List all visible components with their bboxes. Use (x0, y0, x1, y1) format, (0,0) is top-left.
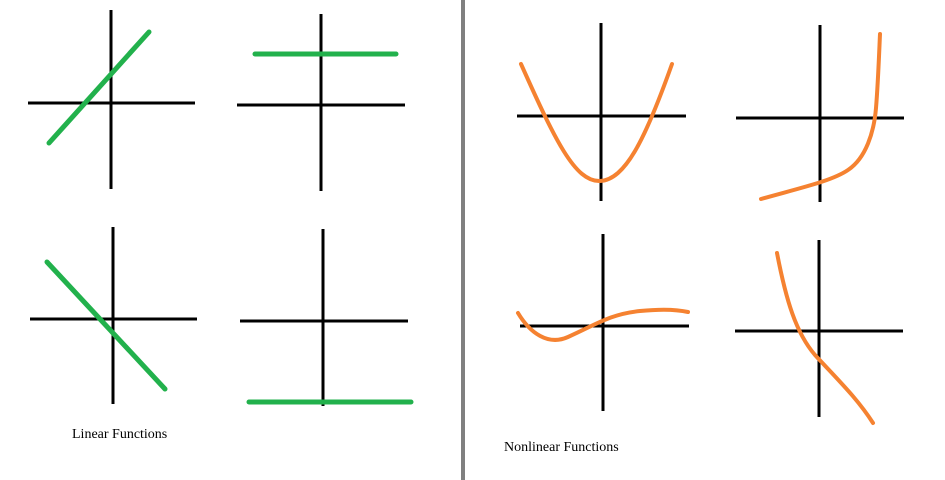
decreasing-curve (775, 251, 875, 425)
increasing-line (46, 29, 152, 146)
linear-graph-horizontal-below (240, 229, 414, 406)
decreasing-line (44, 259, 168, 392)
linear-graph-horizontal-above (237, 14, 405, 191)
exponential-curve (759, 32, 882, 201)
linear-functions-caption: Linear Functions (72, 427, 168, 442)
linear-graph-increasing (28, 10, 195, 189)
nonlinear-functions-caption: Nonlinear Functions (504, 440, 619, 455)
nonlinear-graph-exponential (736, 25, 904, 202)
linear-graph-decreasing (30, 227, 197, 404)
nonlinear-graph-parabola (517, 23, 686, 201)
nonlinear-graph-decreasing (735, 240, 903, 425)
wave-curve (516, 307, 690, 342)
nonlinear-graph-wave (516, 234, 690, 411)
parabola-curve (519, 62, 674, 184)
